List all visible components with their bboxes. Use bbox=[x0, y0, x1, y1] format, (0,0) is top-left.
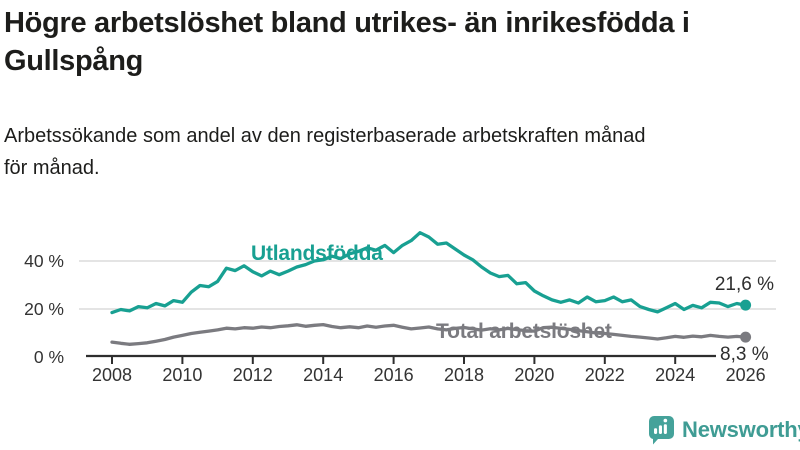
page-title: Högre arbetslöshet bland utrikes- än inr… bbox=[4, 7, 690, 77]
series-line-1 bbox=[110, 322, 748, 346]
end-value-label-total: 8,3 % bbox=[716, 344, 773, 366]
chart-subtitle: Arbetssökande som andel av den registerb… bbox=[4, 125, 646, 179]
newsworthy-brand-text: Newsworthy bbox=[682, 417, 800, 442]
series-end-dot-0 bbox=[740, 299, 752, 311]
end-value-label-utlandsfodda: 21,6 % bbox=[714, 274, 774, 295]
series-line-0 bbox=[110, 231, 748, 315]
newsworthy-bubble-chart-icon bbox=[648, 416, 674, 445]
series-label-total: Total arbetslöshet bbox=[436, 320, 612, 343]
series-label-utlandsfodda: Utlandsfödda bbox=[251, 242, 383, 265]
newsworthy-logo[interactable]: Newsworthy bbox=[647, 415, 800, 445]
series-end-dot-1 bbox=[740, 331, 752, 343]
